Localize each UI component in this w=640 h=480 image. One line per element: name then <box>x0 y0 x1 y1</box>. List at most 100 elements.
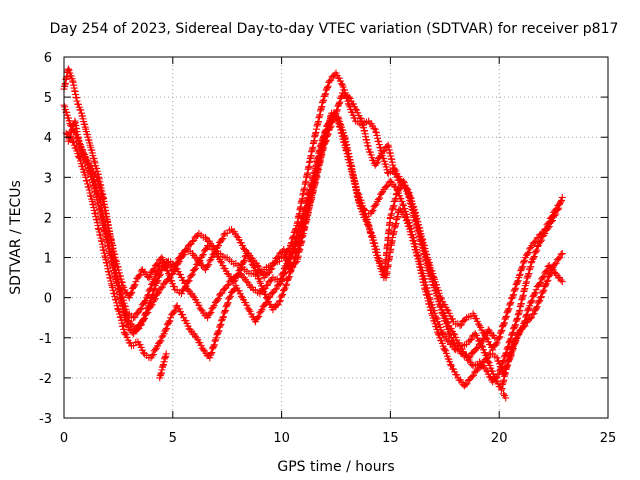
data-point <box>117 313 125 321</box>
data-point <box>337 80 345 88</box>
data-point <box>533 303 541 311</box>
data-point <box>531 289 539 297</box>
data-point <box>539 274 547 282</box>
data-point <box>537 294 545 302</box>
data-point <box>402 213 410 221</box>
data-point <box>230 278 238 286</box>
data-point <box>511 322 519 330</box>
data-point <box>352 105 360 113</box>
data-point <box>525 249 533 257</box>
data-point <box>149 266 157 274</box>
data-point <box>294 227 302 235</box>
data-point <box>519 263 527 271</box>
data-point <box>508 294 516 302</box>
data-point <box>523 274 531 282</box>
data-point <box>409 204 417 212</box>
data-point <box>540 273 548 281</box>
data-point <box>271 258 279 266</box>
data-point <box>557 276 565 284</box>
data-point <box>199 346 207 354</box>
y-tick-label: 2 <box>44 211 52 226</box>
data-point <box>215 327 223 335</box>
data-point <box>373 158 381 166</box>
data-point <box>214 242 222 250</box>
data-point <box>513 314 521 322</box>
data-point <box>258 306 266 314</box>
data-point <box>370 124 378 132</box>
data-point <box>533 246 541 254</box>
data-point <box>257 307 265 315</box>
data-point <box>120 299 128 307</box>
data-point <box>379 148 387 156</box>
data-point <box>504 361 512 369</box>
data-point <box>375 138 383 146</box>
data-point <box>142 308 150 316</box>
data-point <box>424 297 432 305</box>
data-point <box>285 273 293 281</box>
data-point <box>430 283 438 291</box>
data-point <box>144 291 152 299</box>
y-tick-label: 5 <box>44 91 52 106</box>
data-point <box>494 370 502 378</box>
data-point <box>484 354 492 362</box>
data-point <box>264 281 272 289</box>
data-point <box>154 259 162 267</box>
data-point <box>288 262 296 270</box>
data-point <box>371 125 379 133</box>
data-point <box>523 250 531 258</box>
data-point <box>322 128 330 136</box>
data-point <box>172 260 180 268</box>
data-point <box>408 200 416 208</box>
data-point <box>163 324 171 332</box>
data-point <box>333 116 341 124</box>
data-point <box>540 286 548 294</box>
data-point <box>127 290 135 298</box>
data-point <box>514 277 522 285</box>
data-point <box>204 262 212 270</box>
series-track-5 <box>73 109 499 362</box>
data-point <box>181 284 189 292</box>
data-point <box>233 232 241 240</box>
data-point <box>372 248 380 256</box>
data-point <box>192 264 200 272</box>
data-point <box>399 200 407 208</box>
data-point <box>77 106 85 114</box>
x-tick-label: 5 <box>169 431 177 446</box>
data-point <box>201 234 209 241</box>
data-point <box>502 312 510 320</box>
data-point <box>368 233 376 241</box>
data-point <box>197 306 205 314</box>
data-point <box>535 298 543 306</box>
data-point <box>518 264 526 272</box>
data-point <box>195 258 203 266</box>
data-point <box>296 238 304 246</box>
data-point <box>524 305 532 313</box>
data-point <box>544 219 552 227</box>
data-point <box>407 195 415 203</box>
data-point <box>214 295 222 303</box>
data-point <box>79 146 87 154</box>
data-point <box>300 224 308 232</box>
data-point <box>170 308 178 316</box>
data-point <box>466 336 474 344</box>
data-point <box>117 275 125 283</box>
data-point <box>234 270 242 278</box>
data-point <box>374 195 382 203</box>
data-point <box>363 216 371 224</box>
data-point <box>537 293 545 301</box>
data-point <box>424 294 432 302</box>
data-point <box>555 255 563 263</box>
data-point <box>173 259 181 267</box>
data-point <box>119 323 127 331</box>
data-point <box>509 292 517 300</box>
data-point <box>423 254 431 262</box>
data-point <box>476 339 484 347</box>
data-point <box>389 203 397 211</box>
y-tick-label: -1 <box>39 332 52 347</box>
series-track-7 <box>500 390 510 402</box>
data-point <box>382 183 390 191</box>
data-point <box>466 353 474 361</box>
data-point <box>441 346 449 354</box>
data-point <box>145 274 153 282</box>
data-point <box>321 91 329 99</box>
